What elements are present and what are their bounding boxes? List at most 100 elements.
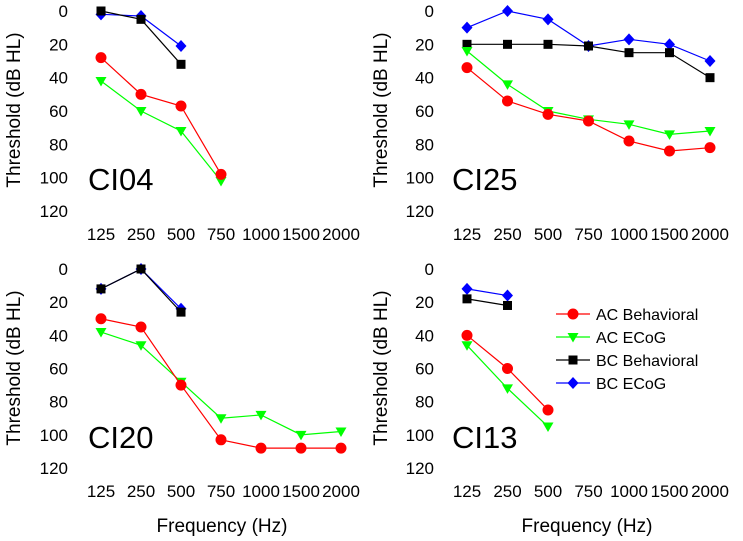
y-tick-label: 100 (406, 169, 434, 188)
data-point (503, 300, 512, 310)
y-tick-label: 40 (49, 326, 68, 345)
data-point (175, 127, 187, 137)
y-tick-label: 120 (406, 459, 434, 478)
data-point (176, 59, 186, 69)
legend-entry-bc-behavioral: BC Behavioral (556, 353, 698, 370)
data-point (704, 127, 716, 137)
panel-ci04: 0 20 40 60 80 100 120 125 250 500 750 1000 1500 2000 T… (4, 2, 360, 244)
legend-label: BC Behavioral (596, 353, 698, 370)
x-tick-label: 250 (127, 225, 155, 244)
data-point (255, 410, 267, 421)
x-tick-label: 1500 (282, 482, 320, 501)
x-tick-label: 750 (207, 225, 235, 244)
data-point (95, 77, 107, 87)
x-tick-label: 500 (167, 225, 195, 244)
data-point (705, 73, 715, 83)
data-point (176, 307, 186, 317)
panel-ci20: 0 20 40 60 80 100 120 125 250 500 750 1000 1500 2000 T… (4, 260, 360, 537)
data-point (542, 13, 554, 26)
x-tick-label: 250 (493, 225, 521, 244)
y-tick-label: 80 (415, 393, 434, 412)
data-point (542, 404, 554, 416)
x-axis-label: Frequency (Hz) (157, 516, 288, 537)
y-tick-label: 20 (49, 35, 68, 54)
data-point (135, 321, 147, 333)
data-point (136, 264, 146, 274)
x-tick-label: 250 (493, 482, 521, 501)
y-tick-label: 0 (425, 260, 434, 279)
data-point (461, 329, 473, 341)
data-point (624, 48, 634, 58)
legend-entry-ac-behavioral: AC Behavioral (556, 307, 698, 324)
panel-title: CI20 (88, 420, 153, 455)
data-point (664, 130, 675, 140)
legend-entry-ac-ecog: AC ECoG (556, 330, 666, 347)
series-ac-behavioral (461, 62, 716, 157)
series-bc-behavioral (96, 264, 186, 317)
data-point (215, 414, 227, 424)
data-point (502, 5, 513, 17)
x-tick-label: 1500 (282, 225, 320, 244)
data-point (664, 145, 675, 157)
y-tick-label: 40 (49, 69, 68, 88)
panel-title: CI25 (452, 162, 517, 197)
series-line (466, 298, 508, 307)
y-tick-label: 20 (49, 293, 68, 312)
data-point (135, 107, 147, 117)
data-point (503, 39, 512, 49)
series-bc-behavioral (462, 294, 512, 310)
legend-label: AC Behavioral (596, 307, 698, 324)
x-tick-label: 1000 (610, 225, 648, 244)
panel-ci13: 0 20 40 60 80 100 120 125 250 500 750 1000 1500 2000 T… (371, 260, 729, 537)
y-tick-label: 20 (415, 35, 434, 54)
data-point (461, 341, 473, 351)
series-ac-behavioral (95, 52, 227, 180)
y-tick-label: 40 (415, 326, 434, 345)
data-point (95, 313, 107, 325)
y-tick-label: 100 (406, 426, 434, 445)
x-tick-label: 1500 (651, 225, 689, 244)
y-axis-label: Threshold (dB HL) (4, 290, 25, 445)
legend: AC Behavioral AC ECoG BC Behavioral BC ECoG (556, 307, 698, 393)
legend-marker (567, 308, 579, 320)
x-tick-label: 750 (207, 482, 235, 501)
y-tick-label: 100 (40, 169, 68, 188)
x-axis-label: Frequency (Hz) (522, 516, 653, 537)
data-point (335, 442, 347, 454)
x-tick-label: 1000 (242, 225, 280, 244)
x-tick-label: 125 (87, 482, 115, 501)
data-point (584, 41, 593, 51)
data-point (215, 434, 227, 446)
data-point (665, 48, 674, 58)
y-axis-label: Threshold (dB HL) (371, 290, 392, 445)
data-point (175, 40, 187, 52)
x-tick-label: 1000 (242, 482, 280, 501)
x-tick-label: 125 (453, 482, 481, 501)
data-point (502, 95, 513, 107)
panel-title: CI13 (452, 420, 517, 455)
x-tick-label: 2000 (691, 225, 729, 244)
legend-marker (567, 333, 579, 343)
series-ac-behavioral (461, 329, 554, 416)
legend-entry-bc-ecog: BC ECoG (556, 376, 666, 393)
data-point (96, 284, 106, 294)
data-point (215, 177, 227, 187)
data-point (461, 47, 473, 57)
y-axis-label: Threshold (dB HL) (4, 32, 25, 187)
data-point (135, 341, 147, 351)
y-tick-label: 120 (406, 202, 434, 221)
x-tick-label: 1500 (651, 482, 689, 501)
y-tick-label: 40 (415, 69, 434, 88)
x-tick-label: 500 (534, 225, 562, 244)
series-line (100, 80, 222, 182)
x-tick-label: 1000 (610, 482, 648, 501)
data-point (295, 430, 307, 441)
data-point (502, 289, 513, 302)
series-bc-behavioral (462, 39, 715, 83)
series-ac-ecog (95, 328, 347, 441)
y-tick-label: 60 (49, 360, 68, 379)
x-tick-label: 750 (574, 225, 602, 244)
data-point (461, 282, 473, 295)
data-point (335, 427, 347, 438)
